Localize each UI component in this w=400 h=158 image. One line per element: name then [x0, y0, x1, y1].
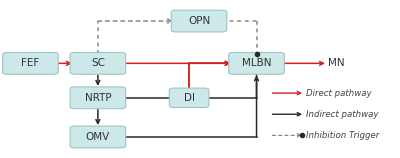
Text: NRTP: NRTP [84, 93, 111, 103]
FancyBboxPatch shape [171, 10, 227, 32]
Text: Indirect pathway: Indirect pathway [306, 110, 379, 119]
Text: Inhibition Trigger: Inhibition Trigger [306, 131, 379, 140]
FancyBboxPatch shape [70, 87, 126, 109]
FancyBboxPatch shape [169, 88, 209, 107]
Text: DI: DI [184, 93, 195, 103]
Text: OMV: OMV [86, 132, 110, 142]
Text: SC: SC [91, 58, 105, 68]
FancyBboxPatch shape [70, 52, 126, 74]
FancyBboxPatch shape [3, 52, 58, 74]
FancyBboxPatch shape [229, 52, 284, 74]
Text: OPN: OPN [188, 16, 210, 26]
Text: FEF: FEF [21, 58, 40, 68]
FancyBboxPatch shape [70, 126, 126, 148]
Text: MLBN: MLBN [242, 58, 271, 68]
Text: Direct pathway: Direct pathway [306, 89, 372, 98]
Text: MN: MN [328, 58, 344, 68]
